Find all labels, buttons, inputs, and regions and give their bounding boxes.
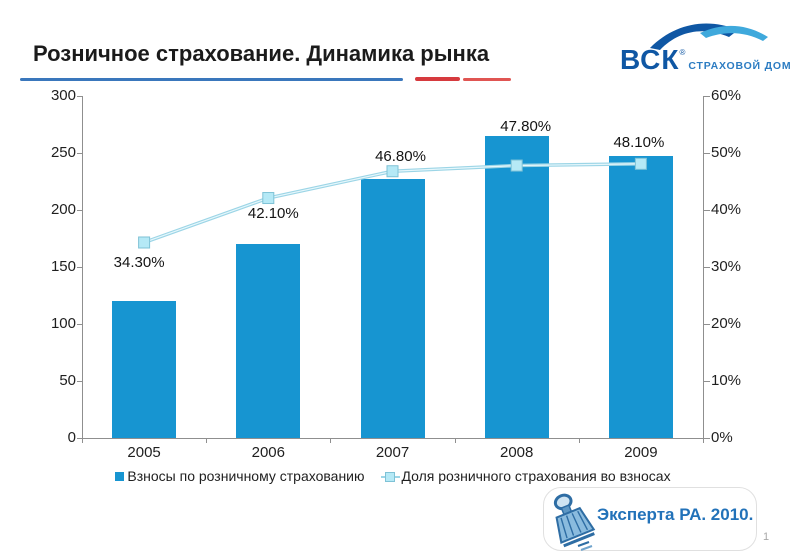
y-tick-right <box>704 324 710 325</box>
x-axis-label: 2006 <box>251 444 285 461</box>
y-axis-label-left: 200 <box>50 201 76 218</box>
y-tick-left <box>77 153 82 154</box>
bar-2005 <box>112 301 177 438</box>
y-tick-left <box>77 267 82 268</box>
y-tick-right <box>704 96 710 97</box>
title-underline-red-2 <box>463 78 511 81</box>
x-tick <box>330 438 332 443</box>
legend-label: Взносы по розничному страхованию <box>127 468 365 484</box>
bar-2007 <box>360 179 425 438</box>
legend-label: Доля розничного страхования во взносах <box>401 468 671 484</box>
y-tick-left <box>77 324 82 325</box>
source-frame <box>543 487 757 551</box>
legend-item-bars: Взносы по розничному страхованию <box>115 468 365 484</box>
chart-legend: Взносы по розничному страхованию Доля роз… <box>82 468 704 484</box>
y-tick-right <box>704 153 710 154</box>
y-tick-right <box>704 210 710 211</box>
legend-bar-swatch-icon <box>115 471 125 481</box>
logo-registered-mark: ® <box>679 48 686 57</box>
x-tick <box>454 438 456 443</box>
y-axis-label-right: 0% <box>711 429 733 446</box>
y-tick-right <box>704 438 710 439</box>
x-tick <box>703 438 704 443</box>
logo-swoosh-icon <box>650 23 768 50</box>
y-axis-label-left: 0 <box>67 429 76 446</box>
source-text: Эксперта РА. 2010. <box>597 505 754 524</box>
x-axis-label: 2008 <box>500 444 534 461</box>
logo-tagline: СТРАХОВОЙ ДОМ <box>688 60 792 72</box>
y-axis-label-right: 50% <box>711 144 742 161</box>
y-tick-left <box>77 438 82 439</box>
x-tick <box>82 438 83 443</box>
y-axis-label-left: 100 <box>50 315 76 332</box>
vsk-logo: ВСК ® СТРАХОВОЙ ДОМ <box>620 16 792 76</box>
y-axis-label-left: 150 <box>50 258 76 275</box>
y-tick-left <box>77 96 82 97</box>
y-tick-right <box>704 267 710 268</box>
data-label-2005: 34.30% <box>113 254 165 272</box>
y-axis-label-right: 60% <box>711 87 742 104</box>
x-axis-label: 2005 <box>127 444 161 461</box>
stamp-icon <box>553 493 596 551</box>
bar-2009 <box>608 156 673 438</box>
legend-item-line: Доля розничного страхования во взносах <box>380 468 671 484</box>
y-tick-right <box>704 381 710 382</box>
x-axis-label: 2007 <box>375 444 410 461</box>
bar-2006 <box>236 244 301 438</box>
bar-2008 <box>484 135 549 438</box>
x-tick <box>206 438 208 443</box>
page-number: 1 <box>763 531 770 543</box>
data-label-2006: 42.10% <box>247 205 299 223</box>
data-label-2009: 48.10% <box>613 133 665 151</box>
y-tick-left <box>77 210 82 211</box>
y-axis-label-right: 20% <box>711 315 742 332</box>
y-axis-label-right: 10% <box>711 372 742 389</box>
y-axis-label-right: 40% <box>711 201 742 218</box>
y-axis-label-left: 250 <box>50 144 76 161</box>
logo-name: ВСК <box>620 44 680 75</box>
title-underline-blue <box>20 78 403 81</box>
x-axis-label: 2009 <box>624 444 658 461</box>
data-label-2007: 46.80% <box>375 148 426 166</box>
y-tick-left <box>77 381 82 382</box>
x-tick <box>578 438 580 443</box>
legend-line-swatch-icon <box>380 471 400 482</box>
y-axis-label-left: 300 <box>50 87 76 104</box>
y-axis-right <box>703 96 704 438</box>
page-title: Розничное страхование. Динамика рынка <box>33 40 490 66</box>
data-label-2008: 47.80% <box>500 117 552 135</box>
y-axis-left <box>82 96 83 438</box>
x-axis <box>82 438 704 439</box>
y-axis-label-left: 50 <box>59 372 76 389</box>
y-axis-label-right: 30% <box>711 258 742 275</box>
title-underline-red <box>415 77 460 81</box>
